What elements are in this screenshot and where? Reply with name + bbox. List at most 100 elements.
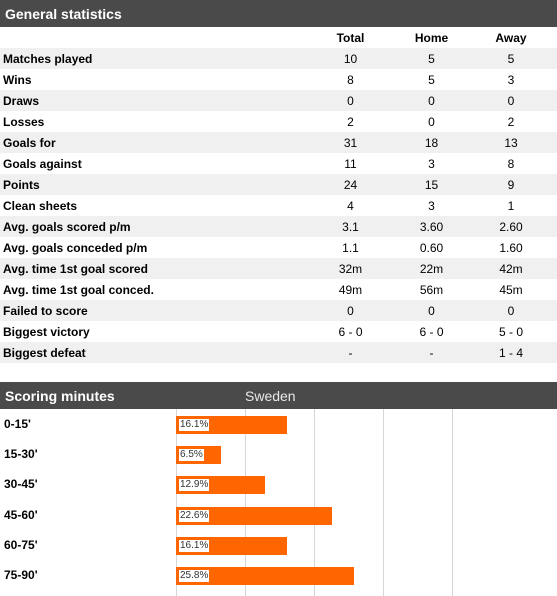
chart-gridline [451,409,453,596]
stat-label: Avg. goals scored p/m [0,216,303,237]
scoring-row: 45-60' 22.6% [0,500,557,530]
general-statistics-header: General statistics [0,0,557,27]
stat-away: 1 - 4 [465,342,557,363]
scoring-bar-percent-label: 16.1% [179,419,210,431]
stat-home: 5 [398,48,465,69]
stat-away: 1.60 [465,237,557,258]
scoring-bar: 25.8% [176,567,355,585]
stat-home: 0 [398,111,465,132]
stat-label: Biggest victory [0,321,303,342]
scoring-row: 60-75' 16.1% [0,530,557,560]
table-row: Wins 8 5 3 [0,69,557,90]
scoring-row: 75-90' 25.8% [0,560,557,590]
stat-away: 9 [465,174,557,195]
table-row: Points 24 15 9 [0,174,557,195]
scoring-bar: 6.5% [176,446,221,465]
scoring-minutes-title: Scoring minutes [5,387,115,404]
stat-label: Avg. time 1st goal conced. [0,279,303,300]
stat-total: 49m [303,279,398,300]
scoring-bar-percent-label: 6.5% [179,449,204,462]
stat-home: 3.60 [398,216,465,237]
stat-total: 3.1 [303,216,398,237]
table-row: Failed to score 0 0 0 [0,300,557,321]
chart-gridline [244,409,246,596]
stat-total: 4 [303,195,398,216]
stat-label: Draws [0,90,303,111]
table-row: Avg. goals conceded p/m 1.1 0.60 1.60 [0,237,557,258]
table-row: Goals against 11 3 8 [0,153,557,174]
stat-total: 31 [303,132,398,153]
stat-away: 42m [465,258,557,279]
minute-range-label: 45-60' [4,507,38,522]
stat-home: 0 [398,90,465,111]
table-row: Clean sheets 4 3 1 [0,195,557,216]
column-header-away: Away [495,30,527,45]
scoring-bar: 16.1% [176,536,288,555]
chart-gridline [382,409,384,596]
stat-label: Biggest defeat [0,342,303,363]
column-header-total: Total [336,30,365,45]
table-row: Goals for 31 18 13 [0,132,557,153]
stat-total: - [303,342,398,363]
stat-home: 56m [398,279,465,300]
stat-total: 10 [303,48,398,69]
team-name: Sweden [245,387,296,404]
scoring-bar-percent-label: 25.8% [179,570,210,582]
minute-range-label: 30-45' [4,477,38,492]
scoring-bar-percent-label: 16.1% [179,539,210,552]
stat-total: 24 [303,174,398,195]
stat-label: Clean sheets [0,195,303,216]
table-row: Matches played 10 5 5 [0,48,557,69]
minute-range-label: 60-75' [4,537,38,552]
chart-gridline [313,409,315,596]
stat-away: 2 [465,111,557,132]
table-row: Avg. time 1st goal conced. 49m 56m 45m [0,279,557,300]
stat-total: 8 [303,69,398,90]
minute-range-label: 15-30' [4,447,38,462]
stat-total: 0 [303,300,398,321]
stat-label: Goals for [0,132,303,153]
stat-home: 22m [398,258,465,279]
column-header-label [0,27,303,48]
general-statistics-table: Total Home Away Matches played 10 5 5 Wins 8 5… [0,27,557,363]
scoring-bar: 22.6% [176,506,332,525]
stat-label: Avg. goals conceded p/m [0,237,303,258]
scoring-bar-percent-label: 12.9% [179,479,210,492]
stat-away: 3 [465,69,557,90]
minute-range-label: 75-90' [4,568,38,582]
stat-home: 6 - 0 [398,321,465,342]
scoring-row: 30-45' 12.9% [0,469,557,499]
scoring-bar: 16.1% [176,416,288,434]
stat-away: 13 [465,132,557,153]
stat-home: - [398,342,465,363]
stat-total: 6 - 0 [303,321,398,342]
stat-home: 3 [398,195,465,216]
stat-label: Matches played [0,48,303,69]
general-statistics-title: General statistics [5,5,122,22]
stat-total: 11 [303,153,398,174]
stat-home: 3 [398,153,465,174]
table-row: Avg. time 1st goal scored 32m 22m 42m [0,258,557,279]
stat-total: 1.1 [303,237,398,258]
table-row: Biggest defeat - -1 - 4 [0,342,557,363]
scoring-minutes-chart: 0-15' 16.1% 15-30' 6.5% 30-45' 12.9% 45-60' 22.… [0,409,557,596]
stat-away: 2.60 [465,216,557,237]
chart-gridline [175,409,177,596]
stat-home: 15 [398,174,465,195]
stat-home: 0.60 [398,237,465,258]
scoring-bar: 12.9% [176,476,265,495]
stat-away: 5 - 0 [465,321,557,342]
stat-home: 18 [398,132,465,153]
column-header-home: Home [414,30,449,45]
stat-away: 8 [465,153,557,174]
stat-label: Wins [0,69,303,90]
table-row: Draws 0 0 0 [0,90,557,111]
stat-total: 32m [303,258,398,279]
table-header-row: Total Home Away [0,27,557,48]
stat-away: 45m [465,279,557,300]
stat-home: 5 [398,69,465,90]
stat-label: Failed to score [0,300,303,321]
stat-home: 0 [398,300,465,321]
scoring-row: 15-30' 6.5% [0,439,557,469]
stat-away: 5 [465,48,557,69]
